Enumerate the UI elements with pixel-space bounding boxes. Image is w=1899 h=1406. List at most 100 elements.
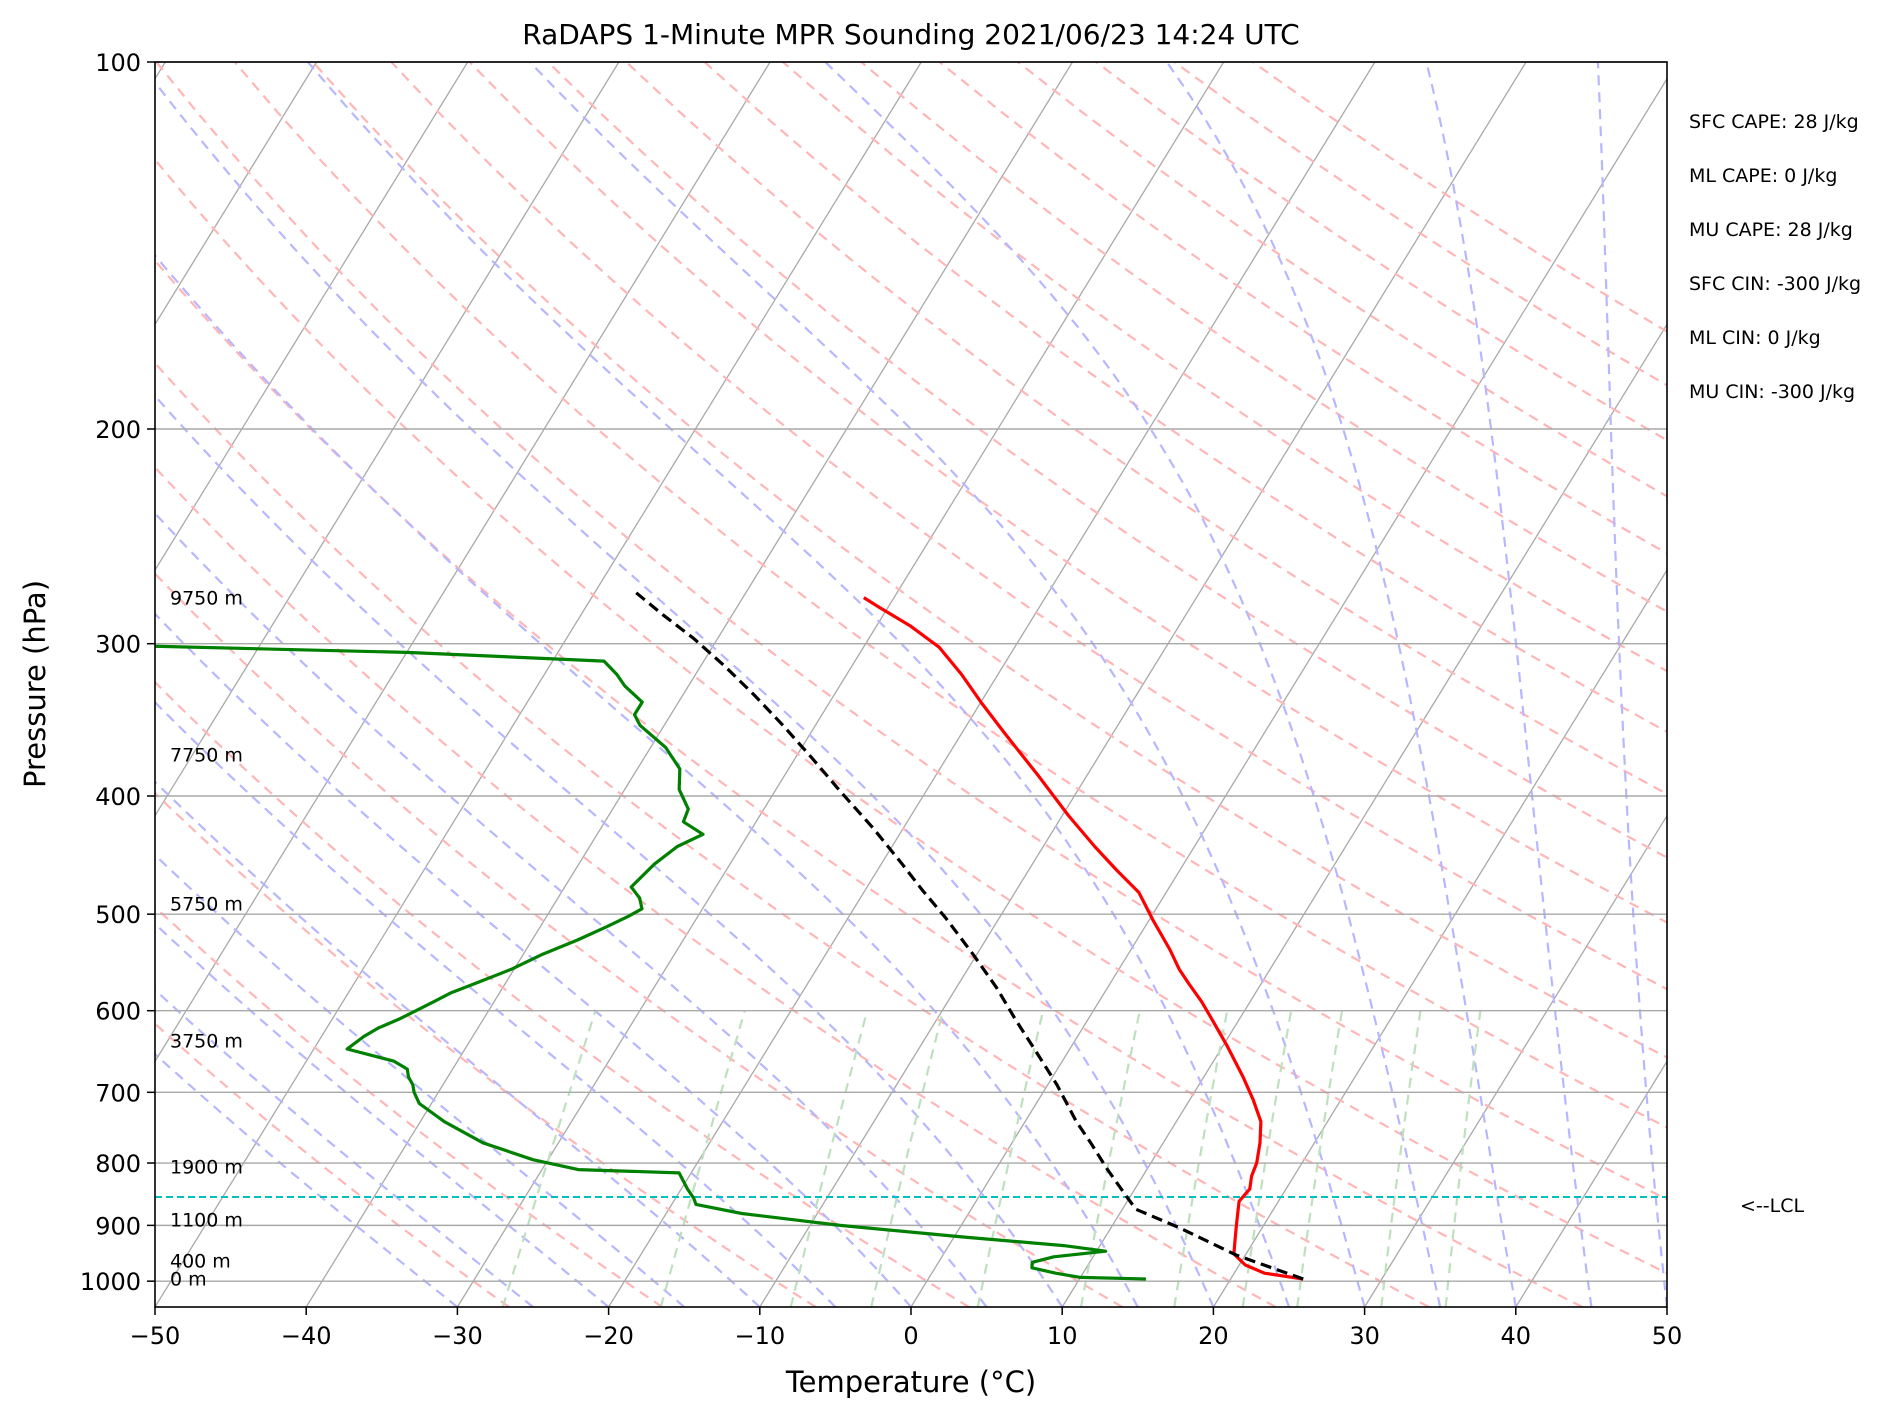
mixing-ratio-line bbox=[1380, 1010, 1422, 1307]
dewpoint-line bbox=[155, 644, 1146, 1281]
x-tick-label: 40 bbox=[1501, 1322, 1532, 1350]
isotherm-line bbox=[155, 62, 771, 1063]
dry-adiabat-line bbox=[1017, 62, 1667, 498]
y-tick-label: 400 bbox=[95, 783, 141, 811]
dry-adiabat-line bbox=[390, 62, 1667, 991]
height-label: 400 m bbox=[170, 1251, 231, 1273]
isotherm-line bbox=[0, 62, 14, 1307]
moist-adiabat-line bbox=[155, 988, 534, 1307]
height-label: 0 m bbox=[170, 1269, 207, 1291]
moist-adiabat-line bbox=[1165, 62, 1517, 1307]
height-label: 9750 m bbox=[170, 588, 243, 610]
stability-index-label: SFC CAPE: 28 J/kg bbox=[1689, 111, 1859, 133]
parcel-profile-line bbox=[631, 588, 1304, 1281]
y-tick-label: 1000 bbox=[80, 1268, 141, 1296]
dry-adiabat-line bbox=[1252, 62, 1667, 333]
dry-adiabat-line bbox=[703, 62, 1667, 734]
isotherm-line bbox=[759, 62, 1527, 1307]
x-axis-label: Temperature (°C) bbox=[785, 1365, 1036, 1399]
height-label: 5750 m bbox=[170, 893, 243, 915]
x-tick-label: −10 bbox=[734, 1322, 785, 1350]
height-label: 3750 m bbox=[170, 1031, 243, 1053]
dry-adiabat-line bbox=[625, 62, 1667, 796]
y-tick-label: 300 bbox=[95, 631, 141, 659]
x-tick-label: −30 bbox=[432, 1322, 483, 1350]
isotherm-line bbox=[608, 62, 1376, 1307]
mixing-ratio-line bbox=[1296, 1010, 1344, 1307]
stability-index-label: MU CAPE: 28 J/kg bbox=[1689, 219, 1853, 241]
moist-adiabat-line bbox=[155, 780, 761, 1307]
dry-adiabat-line bbox=[468, 62, 1667, 924]
dry-adiabat-line bbox=[938, 62, 1667, 555]
dry-adiabat-line bbox=[155, 680, 970, 1307]
y-tick-label: 500 bbox=[95, 901, 141, 929]
mixing-ratio-line bbox=[789, 1010, 869, 1307]
stability-index-label: SFC CIN: -300 J/kg bbox=[1689, 273, 1861, 295]
moist-adiabat-line bbox=[155, 853, 685, 1307]
moist-adiabat-line bbox=[824, 62, 1442, 1307]
moist-adiabat-line bbox=[1798, 62, 1830, 1307]
moist-adiabat-line bbox=[155, 394, 1064, 1307]
x-tick-label: 0 bbox=[903, 1322, 918, 1350]
isotherm-line bbox=[155, 62, 469, 572]
stability-index-label: ML CIN: 0 J/kg bbox=[1689, 327, 1821, 349]
dry-adiabat-line bbox=[155, 62, 1667, 1201]
mixing-ratio-line bbox=[1444, 1010, 1482, 1307]
chart-title: RaDAPS 1-Minute MPR Sounding 2021/06/23 … bbox=[522, 18, 1299, 51]
dry-adiabat-line bbox=[860, 62, 1667, 613]
moist-adiabat-line bbox=[1596, 62, 1667, 1307]
isotherm-line bbox=[155, 62, 318, 326]
moist-adiabat-line bbox=[155, 1052, 459, 1307]
mixing-ratio-line bbox=[976, 1010, 1045, 1307]
y-tick-label: 800 bbox=[95, 1150, 141, 1178]
mixing-ratio-line bbox=[1241, 1010, 1293, 1307]
dry-adiabat-line bbox=[155, 1022, 510, 1307]
lcl-label: <--LCL bbox=[1740, 1195, 1804, 1217]
plot-frame bbox=[154, 61, 1668, 1308]
isotherm-line bbox=[1515, 1060, 1667, 1307]
x-tick-label: 20 bbox=[1198, 1322, 1229, 1350]
moist-adiabat-line bbox=[155, 700, 837, 1307]
moist-adiabat-line bbox=[155, 80, 1215, 1307]
y-tick-label: 600 bbox=[95, 998, 141, 1026]
isotherm-line bbox=[456, 62, 1225, 1307]
dry-adiabat-line bbox=[155, 905, 663, 1307]
moist-adiabat-line bbox=[1712, 62, 1742, 1307]
dry-adiabat-line bbox=[312, 62, 1667, 1059]
moist-adiabat-line bbox=[155, 511, 988, 1307]
dry-adiabat-line bbox=[155, 572, 1123, 1307]
dry-adiabat-line bbox=[155, 791, 817, 1307]
mixing-ratio-line bbox=[659, 1010, 746, 1307]
x-tick-label: 10 bbox=[1047, 1322, 1078, 1350]
isotherm-line bbox=[1364, 814, 1667, 1307]
y-tick-label: 200 bbox=[95, 416, 141, 444]
moist-adiabat-line bbox=[529, 62, 1366, 1307]
mixing-ratio-line bbox=[1079, 1010, 1141, 1307]
dry-adiabat-line bbox=[155, 465, 1277, 1307]
height-label: 1900 m bbox=[170, 1156, 243, 1178]
y-tick-label: 100 bbox=[95, 49, 141, 77]
y-tick-label: 900 bbox=[95, 1212, 141, 1240]
mixing-ratio-line bbox=[501, 1010, 597, 1307]
x-tick-label: −20 bbox=[583, 1322, 634, 1350]
dry-adiabat-line bbox=[155, 361, 1430, 1307]
isotherm-line bbox=[1666, 1305, 1667, 1307]
y-tick-label: 700 bbox=[95, 1079, 141, 1107]
dry-adiabat-line bbox=[155, 258, 1583, 1307]
x-tick-label: 30 bbox=[1349, 1322, 1380, 1350]
x-tick-label: 50 bbox=[1652, 1322, 1683, 1350]
isotherm-line bbox=[155, 62, 620, 817]
x-tick-label: −50 bbox=[130, 1322, 181, 1350]
stability-index-label: ML CAPE: 0 J/kg bbox=[1689, 165, 1837, 187]
isotherm-line bbox=[305, 62, 1074, 1307]
mixing-ratio-line bbox=[870, 1010, 945, 1307]
x-tick-label: −40 bbox=[281, 1322, 332, 1350]
dry-adiabat-line bbox=[782, 62, 1667, 673]
height-label: 7750 m bbox=[170, 745, 243, 767]
mixing-ratio-line bbox=[1173, 1010, 1229, 1307]
dry-adiabat-line bbox=[547, 62, 1667, 859]
dry-adiabat-line bbox=[155, 157, 1667, 1275]
stability-index-label: MU CIN: -300 J/kg bbox=[1689, 381, 1855, 403]
